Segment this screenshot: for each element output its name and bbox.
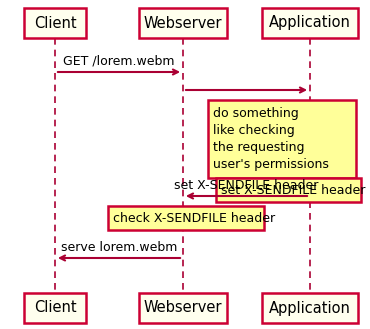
Text: Client: Client	[34, 15, 76, 31]
Bar	[139, 8, 227, 38]
Text: set X-SENDFILE header: set X-SENDFILE header	[221, 184, 366, 196]
Bar	[24, 8, 86, 38]
Text: GET /lorem.webm: GET /lorem.webm	[63, 55, 175, 68]
Bar	[139, 293, 227, 323]
Bar	[216, 178, 361, 202]
Bar	[262, 293, 358, 323]
Bar	[24, 293, 86, 323]
Bar	[262, 8, 358, 38]
Text: check X-SENDFILE header: check X-SENDFILE header	[113, 212, 275, 224]
Text: Client: Client	[34, 300, 76, 316]
Text: Application: Application	[269, 15, 351, 31]
Text: Application: Application	[269, 300, 351, 316]
Text: serve lorem.webm: serve lorem.webm	[61, 241, 177, 254]
Text: do something
like checking
the requesting
user's permissions: do something like checking the requestin…	[213, 107, 329, 171]
Text: set X-SENDFILE header: set X-SENDFILE header	[174, 179, 319, 192]
Bar	[208, 100, 356, 178]
Text: Webserver: Webserver	[144, 300, 222, 316]
Bar	[108, 206, 264, 230]
Text: Webserver: Webserver	[144, 15, 222, 31]
